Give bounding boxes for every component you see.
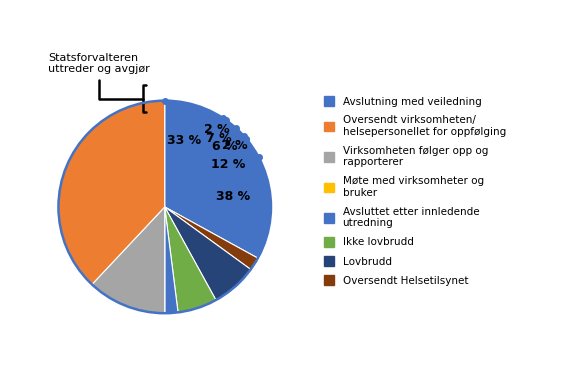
Text: 7 %: 7 %: [206, 132, 232, 145]
Legend: Avslutning med veiledning, Oversendt virksomheten/
helsepersonellet for oppfølgi: Avslutning med veiledning, Oversendt vir…: [324, 96, 506, 286]
Wedge shape: [165, 207, 258, 269]
Wedge shape: [59, 101, 165, 285]
Text: 2 %: 2 %: [223, 139, 248, 152]
Text: 6 %: 6 %: [212, 140, 237, 153]
Text: 38 %: 38 %: [216, 189, 250, 202]
Wedge shape: [165, 101, 271, 258]
Text: 33 %: 33 %: [168, 134, 202, 147]
Wedge shape: [92, 207, 165, 313]
Wedge shape: [165, 207, 178, 313]
Text: 12 %: 12 %: [211, 158, 245, 171]
Text: Statsforvalteren
uttreder og avgjør: Statsforvalteren uttreder og avgjør: [48, 53, 149, 112]
Text: 2 %: 2 %: [204, 123, 230, 136]
Wedge shape: [165, 207, 250, 300]
Wedge shape: [165, 207, 216, 312]
